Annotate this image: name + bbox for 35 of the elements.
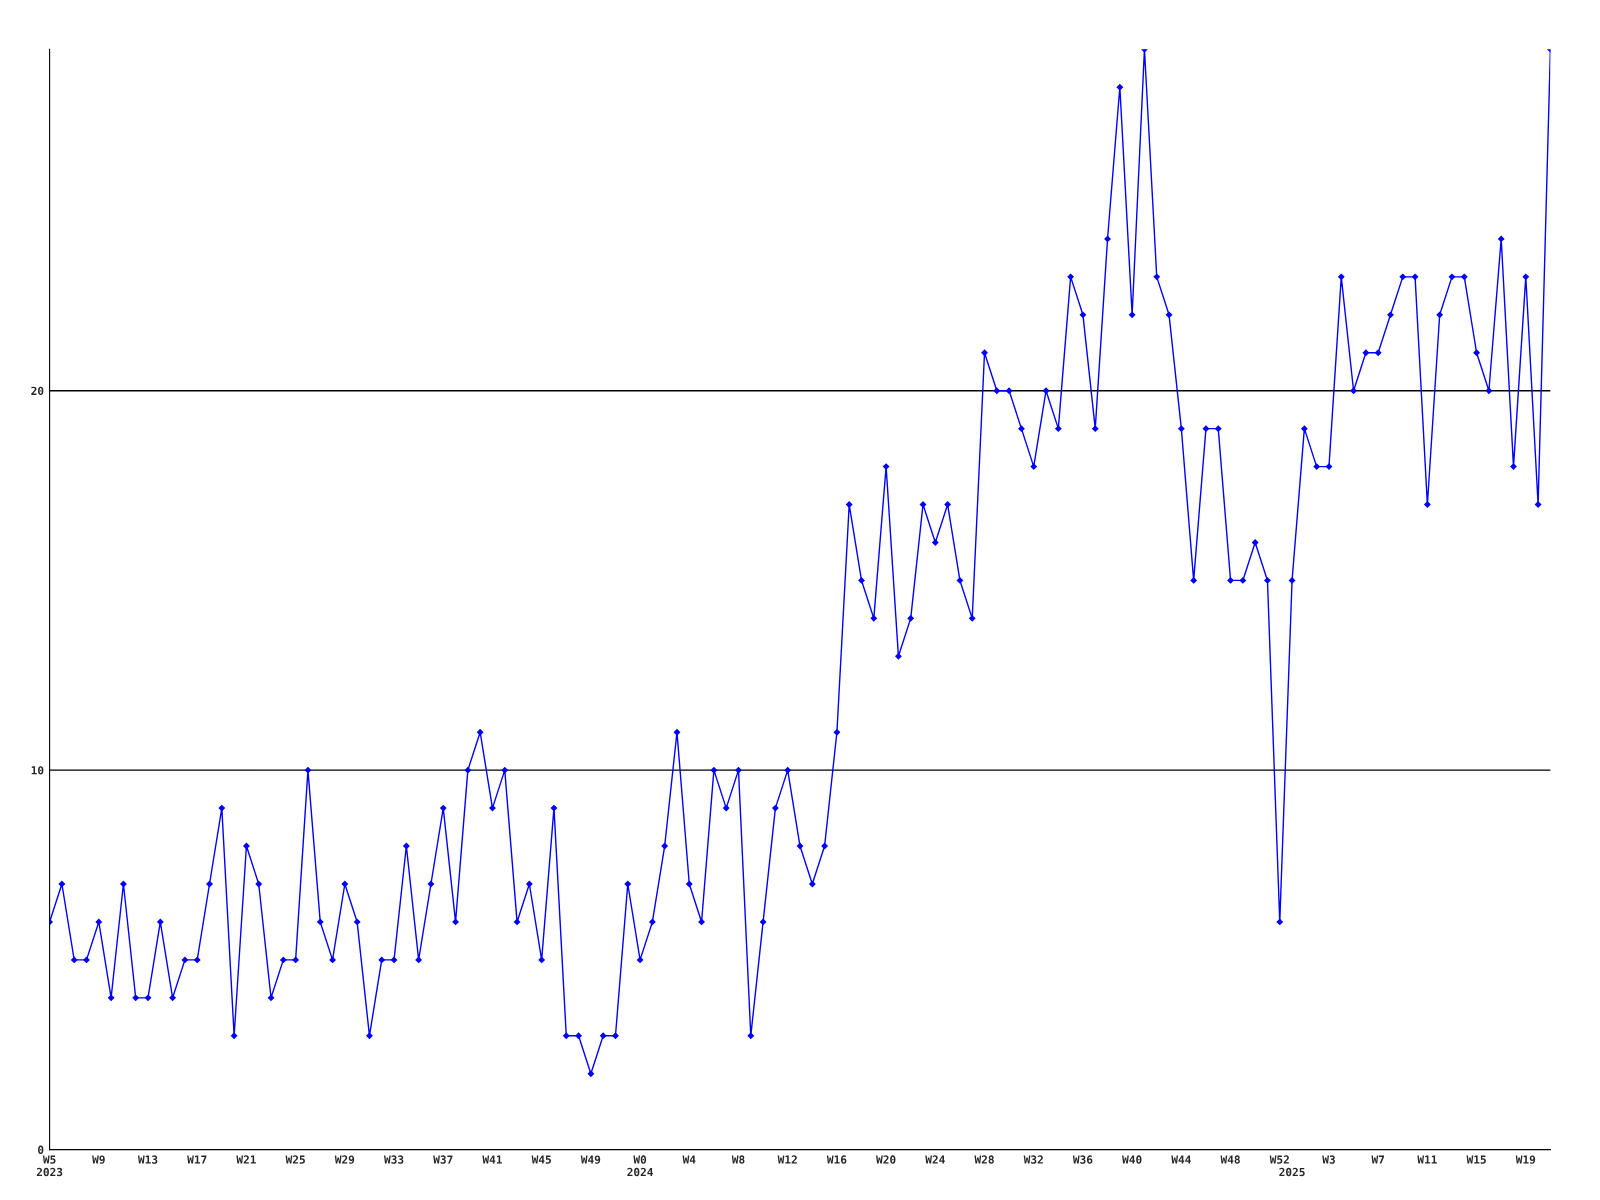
- x-tick-label: W45: [531, 1155, 551, 1164]
- x-tick-label: W41: [482, 1155, 502, 1164]
- x-tick-label: W16: [826, 1155, 847, 1164]
- x-tick-label: W33: [384, 1155, 404, 1164]
- y-tick-label: 20: [31, 386, 44, 396]
- y-tick-label: 10: [31, 766, 44, 775]
- x-tick-label: W13: [137, 1155, 158, 1164]
- x-tick-label: W24: [925, 1155, 945, 1164]
- x-tick-label: W48: [1220, 1155, 1240, 1164]
- x-tick-label: W0 2024: [627, 1155, 653, 1177]
- x-tick-label: W19: [1515, 1155, 1536, 1164]
- x-tick-label: W28: [974, 1155, 994, 1164]
- y-tick-label: 0: [38, 1145, 44, 1154]
- x-tick-label: 2025: [1279, 1167, 1305, 1177]
- x-tick-label: W37: [433, 1155, 453, 1164]
- x-tick-label: W44: [1171, 1155, 1191, 1164]
- x-tick-label: W49: [580, 1155, 601, 1164]
- x-tick-label: W7: [1371, 1155, 1385, 1164]
- x-tick-label: W17: [187, 1155, 207, 1164]
- x-tick-label: W9: [92, 1155, 105, 1164]
- x-tick-label: W36: [1072, 1155, 1093, 1164]
- x-tick-label: W8: [731, 1155, 745, 1164]
- x-tick-label: W11: [1417, 1155, 1437, 1164]
- x-tick-label: W4: [682, 1155, 696, 1164]
- x-tick-label: W3: [1322, 1155, 1335, 1164]
- x-tick-label: W20: [876, 1155, 896, 1164]
- x-tick-label: W29: [334, 1155, 355, 1164]
- x-tick-label: W32: [1023, 1155, 1043, 1164]
- x-tick-label: W40: [1122, 1155, 1142, 1164]
- x-tick-label: W15: [1466, 1155, 1486, 1164]
- x-tick-label: W12: [777, 1155, 797, 1164]
- x-tick-label: W25: [285, 1155, 305, 1164]
- x-tick-label: W52: [1269, 1155, 1289, 1164]
- x-tick-label: W21: [236, 1155, 256, 1164]
- x-tick-label: W5 2023: [36, 1155, 63, 1177]
